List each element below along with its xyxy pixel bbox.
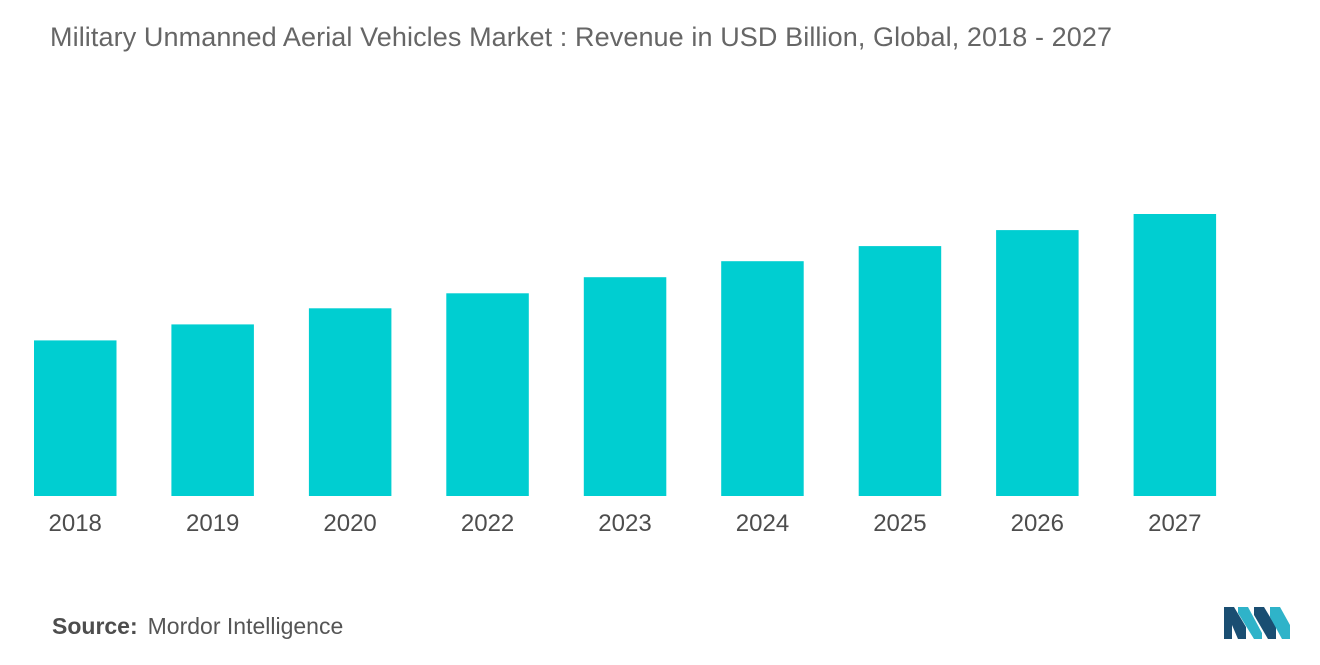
x-tick-label-2019: 2019 <box>186 510 239 537</box>
chart-title: Military Unmanned Aerial Vehicles Market… <box>50 22 1113 52</box>
x-tick-label-2018: 2018 <box>49 510 102 537</box>
bar-2026 <box>996 230 1079 496</box>
x-tick-label-2023: 2023 <box>598 510 651 537</box>
bar-2022 <box>446 293 529 496</box>
bar-2024 <box>721 261 804 496</box>
x-tick-label-2027: 2027 <box>1148 510 1201 537</box>
source-label: Source: <box>52 613 138 639</box>
bar-2025 <box>858 246 942 496</box>
source-text: Mordor Intelligence <box>147 613 344 639</box>
bar-2019 <box>171 324 254 496</box>
x-tick-label-2025: 2025 <box>873 510 926 537</box>
bar-2023 <box>583 277 667 496</box>
bar-2018 <box>34 340 117 496</box>
bars-group <box>34 214 1217 496</box>
bar-2020 <box>308 308 392 496</box>
source-note: Source: Mordor Intelligence <box>52 613 343 640</box>
x-tick-label-2020: 2020 <box>323 510 376 537</box>
x-tick-label-2026: 2026 <box>1011 510 1064 537</box>
x-tick-label-2024: 2024 <box>736 510 789 537</box>
bar-chart: 2018 2019 2020 2022 2023 2024 2025 2026 2027 <box>34 214 1217 537</box>
mordor-intelligence-logo <box>1224 607 1290 639</box>
x-axis-ticks: 2018 2019 2020 2022 2023 2024 2025 2026 2027 <box>49 510 1202 537</box>
bar-2027 <box>1133 214 1217 496</box>
x-tick-label-2022: 2022 <box>461 510 514 537</box>
